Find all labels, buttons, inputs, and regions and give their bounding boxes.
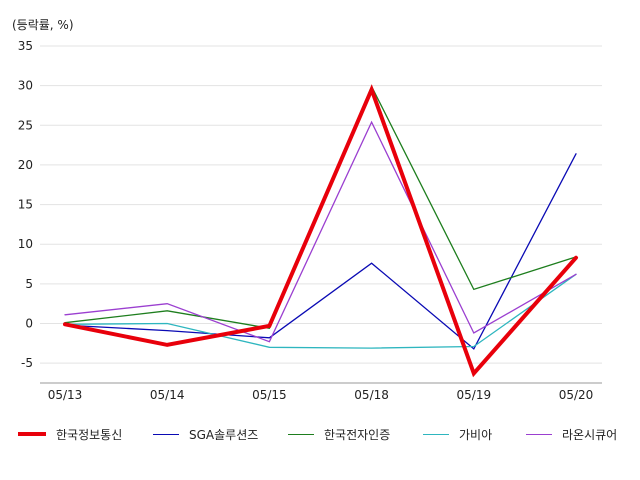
x-axis-ticks: 05/13 05/14 05/15 05/18 05/19 05/20 (48, 388, 594, 402)
legend-swatch (288, 433, 314, 435)
series-lines (63, 84, 578, 378)
y-tick-label: 10 (18, 237, 33, 251)
y-tick-label: 25 (18, 118, 33, 132)
legend-swatch (18, 432, 46, 436)
x-tick-label: 05/18 (354, 388, 389, 402)
y-tick-label: 35 (18, 39, 33, 53)
y-tick-label: 15 (18, 198, 33, 212)
y-tick-label: -5 (21, 356, 33, 370)
legend-swatch (153, 433, 179, 435)
y-axis-unit-label: (등락률, %) (12, 18, 74, 32)
legend: 한국정보통신 SGA솔루션즈 한국전자인증 가비아 라온시큐어 (18, 424, 638, 446)
legend-item: 한국전자인증 (288, 424, 390, 444)
legend-label: 라온시큐어 (562, 427, 618, 442)
series-line (64, 153, 577, 350)
legend-item: SGA솔루션즈 (153, 424, 258, 444)
legend-label: SGA솔루션즈 (189, 427, 259, 442)
y-axis-ticks: 35 30 25 20 15 10 5 0 -5 (18, 39, 33, 370)
y-tick-label: 5 (25, 277, 33, 291)
legend-item: 가비아 (423, 424, 492, 444)
y-tick-label: 0 (25, 317, 33, 331)
x-tick-label: 05/20 (559, 388, 594, 402)
series-line (63, 84, 578, 378)
legend-swatch (526, 433, 552, 435)
series-line (64, 120, 577, 343)
legend-item: 한국정보통신 (18, 424, 122, 444)
series-line (64, 273, 577, 349)
legend-item: 라온시큐어 (526, 424, 617, 444)
x-tick-label: 05/15 (252, 388, 287, 402)
x-tick-label: 05/19 (457, 388, 492, 402)
x-tick-label: 05/13 (48, 388, 83, 402)
legend-label: 가비아 (459, 427, 493, 442)
y-tick-label: 30 (18, 79, 33, 93)
x-tick-label: 05/14 (150, 388, 185, 402)
legend-swatch (423, 433, 449, 435)
legend-label: 한국전자인증 (324, 427, 391, 442)
legend-label: 한국정보통신 (56, 427, 123, 442)
y-tick-label: 20 (18, 158, 33, 172)
